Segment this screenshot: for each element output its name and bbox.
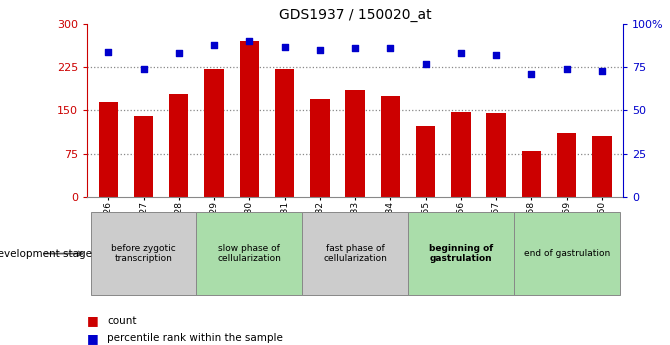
Point [244,39,255,44]
Point [491,52,502,58]
Point [103,49,114,55]
Text: beginning of
gastrulation: beginning of gastrulation [429,244,493,263]
Bar [514,212,620,295]
Bar [451,111,470,197]
Text: count: count [107,316,137,326]
Point [596,68,607,73]
Bar [169,94,188,197]
Bar [346,90,364,197]
Point [314,47,325,53]
Point [561,66,572,72]
Bar [204,69,224,197]
Point [174,51,184,56]
Bar [134,116,153,197]
Bar [557,134,576,197]
Text: end of gastrulation: end of gastrulation [523,249,610,258]
Point [279,44,290,49]
Bar [275,69,294,197]
Text: ■: ■ [87,314,99,327]
Bar [592,136,612,197]
Point [208,42,219,48]
Text: development stage: development stage [0,249,92,258]
Text: percentile rank within the sample: percentile rank within the sample [107,333,283,343]
Point [350,46,360,51]
Bar [310,99,330,197]
Bar [381,96,400,197]
Point [420,61,431,67]
Text: slow phase of
cellularization: slow phase of cellularization [217,244,281,263]
Point [138,66,149,72]
Point [385,46,396,51]
Text: ■: ■ [87,332,99,345]
Bar [416,126,436,197]
Bar [486,113,506,197]
Bar [522,151,541,197]
Bar [302,212,408,295]
Text: before zygotic
transcription: before zygotic transcription [111,244,176,263]
Bar [90,212,196,295]
Title: GDS1937 / 150020_at: GDS1937 / 150020_at [279,8,431,22]
Bar [196,212,302,295]
Text: fast phase of
cellularization: fast phase of cellularization [323,244,387,263]
Bar [240,41,259,197]
Bar [98,102,118,197]
Point [456,51,466,56]
Bar [408,212,514,295]
Point [526,71,537,77]
